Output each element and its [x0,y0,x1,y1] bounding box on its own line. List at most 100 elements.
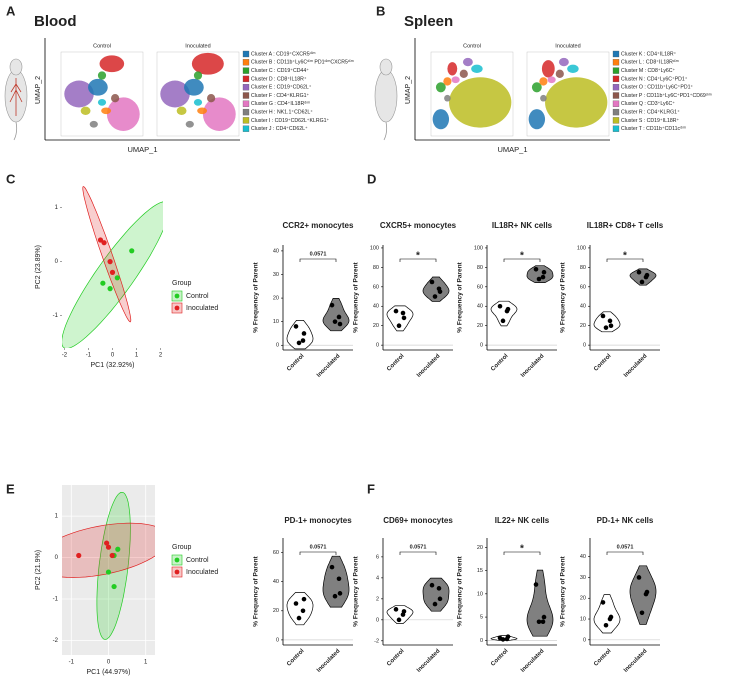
point [541,269,547,275]
point [107,286,113,292]
x-tick-label: Inoculated [316,353,342,379]
y-axis-label: PC2 (21.9%) [35,550,42,590]
x-axis-label: UMAP_1 [497,145,527,154]
x-tick-label: Inoculated [623,648,649,674]
umap-subtitle: Control [463,43,481,49]
legend-swatch [612,84,620,91]
umap-cluster [547,76,556,84]
umap-cluster [193,99,203,106]
legend-dot [174,557,180,563]
umap-frame [526,51,610,137]
confidence-ellipse [62,522,155,578]
legend-swatch [242,92,250,99]
point [401,609,407,614]
y-tick-label: 40 [580,554,586,560]
legend-label: Inoculated [186,569,218,576]
umap-cluster [106,97,140,131]
significance-label: * [520,251,524,262]
point [437,596,443,602]
y-tick-label: 0 [55,555,59,561]
violin [490,300,518,327]
y-tick-label: 0 [480,343,483,349]
point [393,607,399,612]
point [104,540,110,546]
ellipse-layer [62,491,155,640]
y-tick-label: 0 [276,637,279,643]
point [437,289,443,294]
umap-cluster [558,57,569,67]
point [329,564,335,570]
legend-label: Control [186,293,209,300]
umap-cluster [459,69,468,79]
point [129,248,135,254]
legend-swatch [242,125,250,132]
legend-label: Cluster A : CD19⁺CXCR5ᵈⁱᵐ [251,50,316,57]
point [533,267,539,272]
y-tick-label: 20 [373,323,379,329]
y-tick-label: 20 [477,545,483,551]
y-tick-label: 60 [580,284,586,290]
panel-label: D [367,171,376,186]
y-tick-label: 80 [373,265,379,271]
confidence-ellipse [82,186,132,323]
umap-cluster [97,71,107,80]
violin [322,298,350,332]
point [644,272,650,278]
x-tick-label: Inoculated [520,353,546,379]
violin [422,577,450,612]
y-tick-label: 40 [273,579,279,585]
legend-label: Cluster L : CD8⁺IL18Rᵈⁱᵐ [621,59,679,66]
legend-label: Cluster O : CD11b⁺Ly6C⁺PD1⁺ [621,85,693,91]
legend-swatch [242,67,250,74]
legend-label: Cluster E : CD19⁺CD62L⁺ [251,85,312,91]
umap-cluster [97,99,107,106]
legend-label: Inoculated [186,305,218,312]
x-axis-label: UMAP_1 [127,145,157,154]
y-tick-label: 40 [477,304,483,310]
violin [422,276,450,302]
chart-title: IL18R+ NK cells [492,221,553,230]
y-tick-label: 60 [373,284,379,290]
legend-title: Group [172,280,192,287]
legend-label: Cluster T : CD11b⁺CD11cᵈⁱᵐ [621,125,686,132]
umap-cluster [528,109,546,130]
y-tick-label: 1 [55,514,59,520]
panel-label: A [6,3,16,18]
panel-title: Blood [34,13,77,30]
point [603,325,609,330]
umap-frame [430,51,514,137]
y-tick-label: 0 [376,617,379,623]
y-axis-label: PC2 (23.89%) [35,245,42,289]
y-tick-label: 20 [580,596,586,602]
legend-swatch [612,50,620,58]
umap-cluster [184,78,204,96]
point [608,323,614,328]
umap-cluster [88,78,108,96]
point [332,319,338,324]
point [396,617,402,623]
umap-cluster [432,109,450,130]
y-tick-label: 0 [276,343,279,349]
y-tick-label: 60 [273,550,279,556]
panel-label: E [6,481,15,496]
legend-label: Cluster K : CD4⁺IL18R⁺ [621,51,677,57]
point [293,324,299,329]
point [105,544,112,550]
legend-swatch [242,117,250,124]
legend-label: Cluster C : CD19⁺CD44⁺ [251,68,309,74]
point [536,276,542,282]
point [109,552,115,559]
y-tick-label: 20 [580,323,586,329]
y-tick-label: 40 [580,304,586,310]
point [296,340,302,346]
point [540,619,546,625]
y-tick-label: 2 [376,596,379,602]
point [332,593,338,599]
point [600,313,606,319]
umap-cluster [531,82,542,93]
x-tick-label: Control [386,353,406,373]
y-tick-label: 5 [480,615,483,621]
umap-cluster [540,94,547,102]
y-tick-label: 10 [273,319,279,325]
umap-frame [156,51,240,137]
